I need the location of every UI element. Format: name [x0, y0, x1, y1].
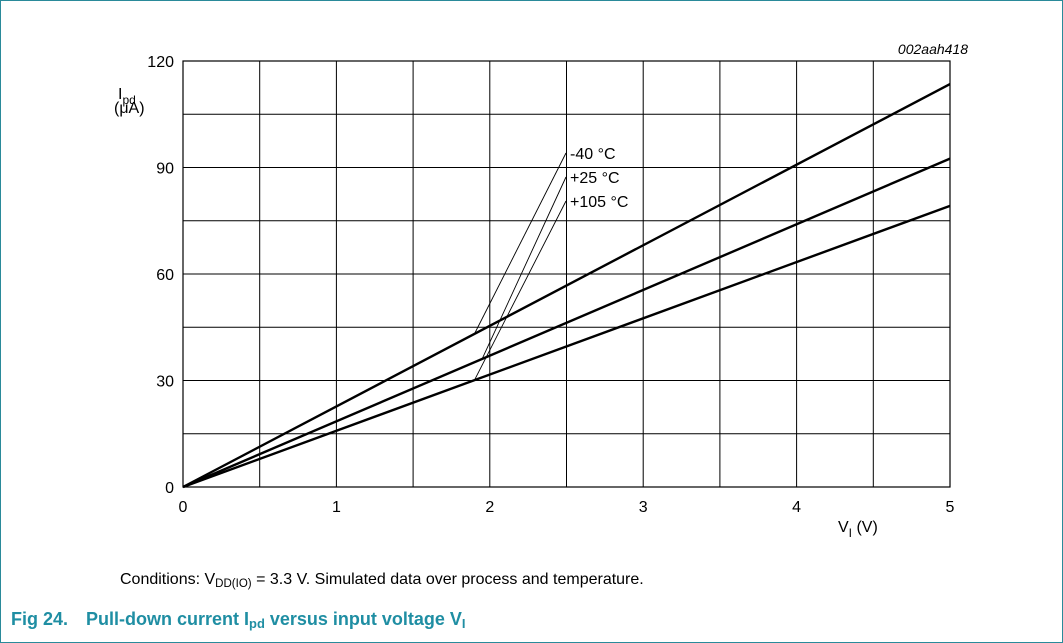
x-axis-unit-text: (V): [856, 519, 877, 536]
x-tick-labels: 0 1 2 3 4 5: [179, 499, 955, 516]
figure-id: 002aah418: [898, 41, 968, 57]
figure-caption: Fig 24. Pull-down current Ipd versus inpu…: [11, 609, 466, 631]
y-tick-labels: 0 30 60 90 120: [147, 54, 174, 497]
y-tick-label: 60: [156, 267, 174, 284]
x-axis-label: VI (V): [838, 519, 878, 540]
x-tick-label: 3: [639, 499, 648, 516]
series-label: -40 °C: [570, 146, 616, 163]
figure-number: Fig 24.: [11, 609, 69, 629]
x-tick-label: 4: [792, 499, 801, 516]
y-axis-subscript: pd: [122, 93, 135, 107]
series-leader-line: [481, 176, 567, 360]
caption-subscript-1: pd: [249, 616, 265, 632]
caption-subscript-2: I: [461, 616, 466, 632]
y-axis-label: Ipd: [118, 86, 136, 107]
series-labels: -40 °C +25 °C +105 °C: [474, 146, 628, 381]
conditions-suffix: = 3.3 V. Simulated data over process and…: [251, 571, 644, 588]
plot-border: [182, 60, 951, 488]
series-label: +105 °C: [570, 194, 628, 211]
conditions-note: Conditions: VDD(IO) = 3.3 V. Simulated d…: [120, 571, 644, 590]
x-axis-subscript: I: [849, 526, 852, 540]
x-tick-label: 5: [946, 499, 955, 516]
series-leader-line: [474, 152, 567, 335]
series-line: [182, 204, 951, 489]
series-leader-line: [474, 200, 567, 381]
y-tick-label: 90: [156, 161, 174, 178]
caption-text-1: Pull-down current I: [86, 609, 250, 629]
x-tick-label: 0: [179, 499, 188, 516]
conditions-subscript: DD(IO): [215, 577, 252, 590]
series-line: [182, 83, 951, 489]
y-tick-label: 30: [156, 374, 174, 391]
y-axis-unit: (μA): [114, 100, 145, 117]
x-tick-label: 1: [332, 499, 341, 516]
plot-area: [182, 60, 951, 488]
conditions-prefix: Conditions: V: [120, 571, 216, 588]
y-axis-symbol: I: [118, 86, 122, 103]
y-tick-label: 120: [147, 54, 174, 71]
series-label: +25 °C: [570, 170, 620, 187]
x-tick-label: 2: [485, 499, 494, 516]
grid-lines: [183, 61, 950, 487]
series-lines: [182, 83, 951, 489]
x-axis-symbol: V: [838, 519, 849, 536]
caption-text-2: versus input voltage V: [264, 609, 462, 629]
y-tick-label: 0: [165, 480, 174, 497]
series-line: [182, 157, 951, 489]
